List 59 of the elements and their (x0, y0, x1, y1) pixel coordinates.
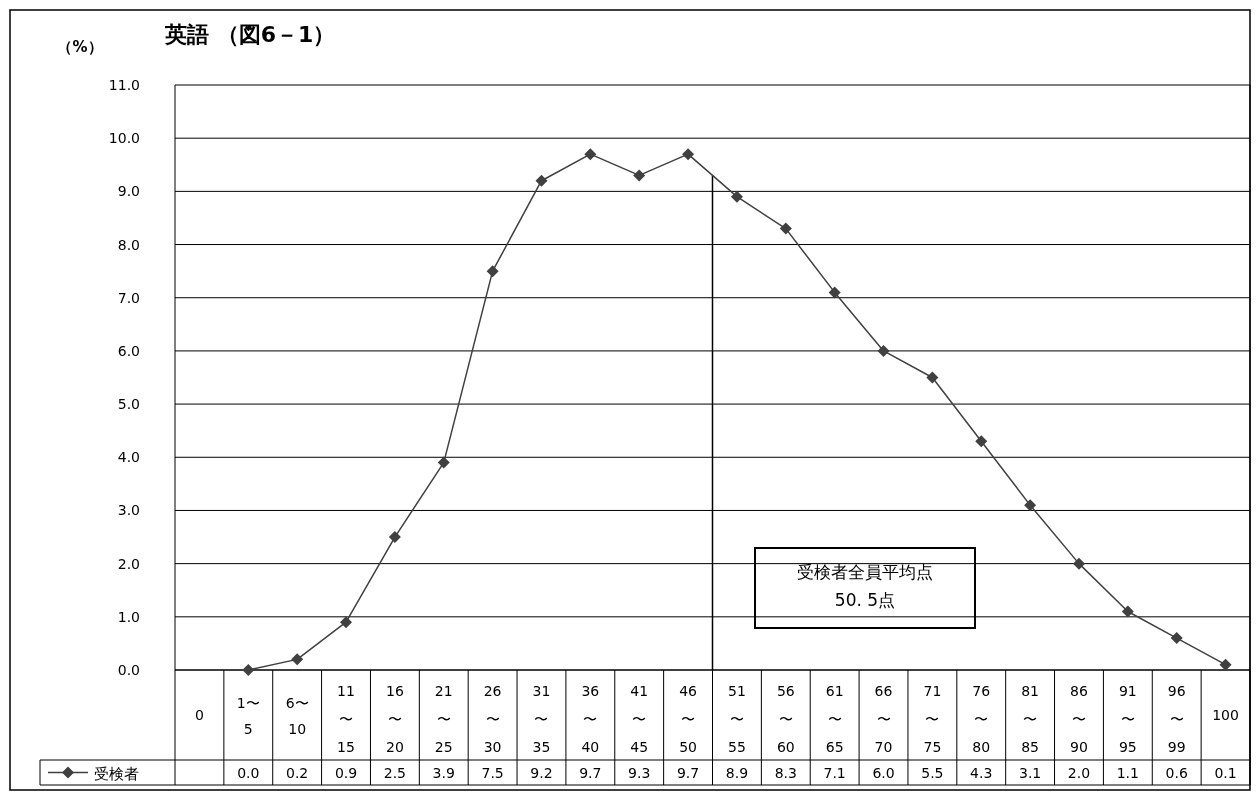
y-tick-label: 8.0 (117, 236, 140, 253)
x-tick-label: 96〜99 (1167, 683, 1186, 755)
x-tick-label: 1〜5 (236, 695, 260, 737)
data-label: 7.1 (823, 764, 846, 781)
x-tick-label: 76〜80 (972, 683, 991, 755)
x-tick-label: 46〜50 (679, 683, 698, 755)
data-label: 3.1 (1018, 764, 1042, 781)
y-tick-label: 6.0 (117, 342, 140, 359)
data-label: 2.5 (383, 764, 407, 781)
x-tick-label: 51〜55 (728, 683, 746, 755)
x-tick-label: 26〜30 (483, 683, 502, 755)
y-tick-label: 7.0 (117, 289, 140, 306)
chart-title: 英語 （図6－1） (164, 22, 336, 47)
x-tick-label: 16〜20 (385, 683, 404, 755)
x-tick-label: 6〜10 (285, 695, 309, 737)
data-label: 9.7 (676, 764, 700, 781)
x-tick-label: 91〜95 (1118, 683, 1137, 755)
y-tick-label: 4.0 (117, 449, 140, 466)
data-label: 8.3 (774, 764, 797, 781)
data-label: 1.1 (1116, 764, 1139, 781)
data-label: 7.5 (481, 764, 504, 781)
data-label: 0.9 (334, 764, 358, 781)
x-tick-label: 66〜70 (874, 683, 893, 755)
legend-label: 受検者 (94, 764, 139, 783)
x-tick-label: 61〜65 (825, 683, 844, 755)
y-tick-label: 10.0 (108, 130, 140, 147)
x-tick-label: 11〜15 (337, 683, 355, 755)
y-tick-label: 3.0 (117, 502, 140, 519)
data-label: 9.3 (628, 764, 651, 781)
data-label: 5.5 (921, 764, 944, 781)
data-label: 4.3 (970, 764, 993, 781)
data-label: 6.0 (872, 764, 895, 781)
y-tick-label: 1.0 (117, 608, 140, 625)
y-tick-label: 2.0 (117, 555, 140, 572)
x-tick-label: 71〜75 (923, 683, 942, 755)
x-tick-label: 86〜90 (1070, 683, 1088, 755)
x-tick-label: 100 (1212, 707, 1239, 723)
x-tick-label: 36〜40 (581, 683, 600, 755)
ref-line-label: 受検者全員平均点 50. 5点 (797, 562, 933, 610)
data-label: 3.9 (432, 764, 455, 781)
data-label: 2.0 (1067, 764, 1091, 781)
data-label: 0.1 (1214, 764, 1237, 781)
y-tick-label: 11.0 (108, 77, 140, 93)
y-tick-label: 0.0 (117, 662, 140, 678)
x-tick-label: 81〜85 (1021, 683, 1040, 755)
data-label: 0.2 (286, 764, 309, 781)
x-tick-label: 21〜25 (434, 683, 453, 755)
x-tick-label: 0 (194, 707, 204, 723)
data-label: 0.6 (1165, 764, 1188, 781)
data-label: 8.9 (725, 764, 749, 781)
x-tick-label: 56〜60 (776, 683, 795, 755)
x-tick-label: 41〜45 (630, 683, 649, 755)
y-tick-label: 5.0 (117, 396, 140, 413)
x-tick-label: 31〜35 (532, 683, 551, 755)
y-axis-title: （%） (57, 38, 103, 56)
data-label: 0.0 (237, 764, 260, 781)
data-label: 9.2 (530, 764, 553, 781)
y-tick-label: 9.0 (117, 183, 140, 200)
data-label: 9.7 (579, 764, 602, 781)
